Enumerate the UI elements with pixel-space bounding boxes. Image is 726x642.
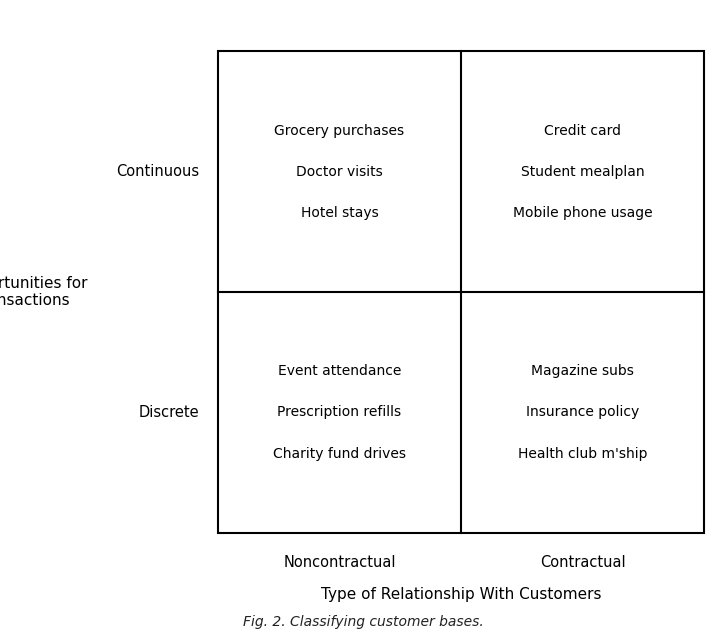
Text: Discrete: Discrete: [139, 405, 200, 420]
Text: Grocery purchases

Doctor visits

Hotel stays: Grocery purchases Doctor visits Hotel st…: [274, 123, 404, 220]
Text: Type of Relationship With Customers: Type of Relationship With Customers: [321, 587, 601, 602]
Text: Contractual: Contractual: [540, 555, 625, 570]
Text: Magazine subs

Insurance policy

Health club m'ship: Magazine subs Insurance policy Health cl…: [518, 364, 648, 461]
Text: Event attendance

Prescription refills

Charity fund drives: Event attendance Prescription refills Ch…: [273, 364, 406, 461]
Text: Noncontractual: Noncontractual: [283, 555, 396, 570]
Text: Fig. 2. Classifying customer bases.: Fig. 2. Classifying customer bases.: [242, 615, 484, 629]
Text: Credit card

Student mealplan

Mobile phone usage: Credit card Student mealplan Mobile phon…: [513, 123, 653, 220]
Text: Continuous: Continuous: [117, 164, 200, 179]
Text: Opportunities for
Transactions: Opportunities for Transactions: [0, 276, 87, 308]
Bar: [218, 51, 704, 533]
